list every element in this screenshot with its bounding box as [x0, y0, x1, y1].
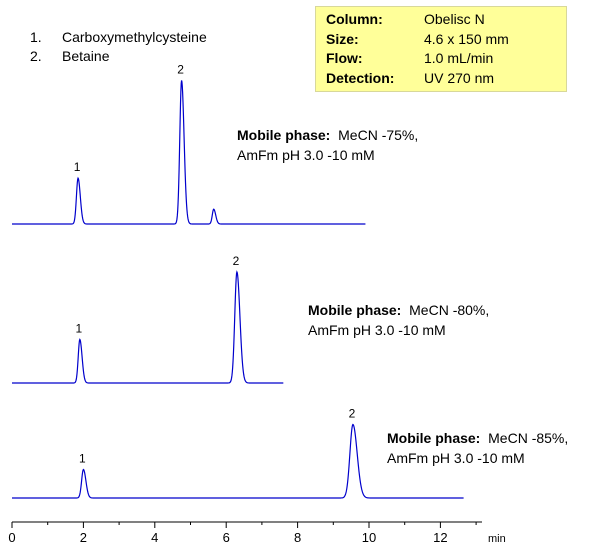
- x-axis-tick-label: 2: [80, 530, 87, 545]
- mobile-phase-line1: MeCN -85%,: [488, 430, 569, 446]
- condition-value: 4.6 x 150 mm: [424, 30, 509, 47]
- condition-label: Column:: [326, 11, 383, 27]
- peak-label: 1: [79, 452, 86, 466]
- peak-label: 1: [75, 322, 82, 336]
- legend-compound-name: Carboxymethylcysteine: [62, 29, 207, 45]
- condition-flow: Flow: 1.0 mL/min: [326, 49, 566, 69]
- condition-value: 1.0 mL/min: [424, 50, 494, 66]
- condition-value: UV 270 nm: [424, 69, 495, 86]
- chromatogram-trace-3: [12, 423, 464, 499]
- compound-legend: 1. Carboxymethylcysteine 2. Betaine: [30, 28, 207, 66]
- mobile-phase-heading: Mobile phase:: [387, 430, 481, 446]
- legend-item-2: 2. Betaine: [30, 47, 207, 66]
- mobile-phase-heading: Mobile phase:: [308, 302, 402, 318]
- peak-label: 2: [177, 62, 184, 76]
- legend-item-1: 1. Carboxymethylcysteine: [30, 28, 207, 47]
- mobile-phase-label-2: Mobile phase: MeCN -80%, AmFm pH 3.0 -10…: [308, 300, 489, 340]
- x-axis-tick-label: 4: [151, 530, 158, 545]
- x-axis-tick-label: 10: [362, 530, 376, 545]
- conditions-box: Column: Obelisc N Size: 4.6 x 150 mm Flow:…: [315, 6, 567, 92]
- legend-compound-name: Betaine: [62, 48, 110, 64]
- condition-column: Column: Obelisc N: [326, 10, 566, 30]
- condition-detection: Detection: UV 270 nm: [326, 69, 566, 89]
- mobile-phase-line2: AmFm pH 3.0 -10 mM: [308, 322, 446, 338]
- peak-label: 2: [349, 407, 356, 421]
- mobile-phase-line2: AmFm pH 3.0 -10 mM: [387, 450, 525, 466]
- condition-label: Detection:: [326, 69, 395, 86]
- x-axis-unit-label: min: [488, 533, 506, 545]
- mobile-phase-line2: AmFm pH 3.0 -10 mM: [237, 147, 375, 163]
- mobile-phase-label-3: Mobile phase: MeCN -85%, AmFm pH 3.0 -10…: [387, 428, 568, 468]
- x-axis-tick-label: 6: [223, 530, 230, 545]
- x-axis-tick-label: 12: [433, 530, 447, 545]
- chromatogram-trace-1: [12, 80, 366, 225]
- x-axis-tick-label: 8: [294, 530, 301, 545]
- legend-number: 1.: [30, 29, 42, 45]
- mobile-phase-line1: MeCN -75%,: [338, 127, 419, 143]
- peak-label: 2: [233, 254, 240, 268]
- mobile-phase-label-1: Mobile phase: MeCN -75%, AmFm pH 3.0 -10…: [237, 125, 418, 165]
- condition-size: Size: 4.6 x 150 mm: [326, 30, 566, 50]
- mobile-phase-heading: Mobile phase:: [237, 127, 331, 143]
- mobile-phase-line1: MeCN -80%,: [409, 302, 490, 318]
- chromatogram-trace-2: [12, 270, 284, 384]
- legend-number: 2.: [30, 48, 42, 64]
- condition-value: Obelisc N: [424, 11, 485, 27]
- condition-label: Size:: [326, 30, 359, 47]
- x-axis-tick-label: 0: [8, 530, 15, 545]
- peak-label: 1: [74, 160, 81, 174]
- condition-label: Flow:: [326, 50, 363, 66]
